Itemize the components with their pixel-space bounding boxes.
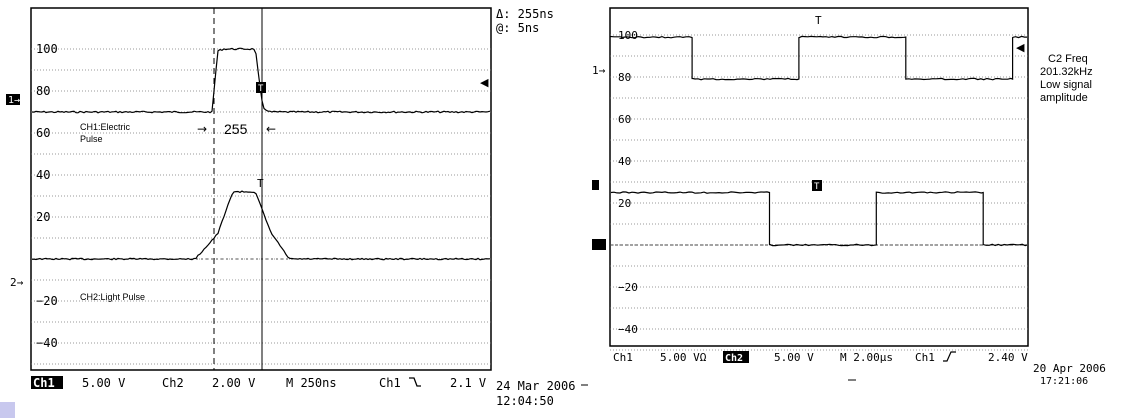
left-trigger-marker-box: [256, 82, 266, 93]
left-y-tick-label: 60: [36, 126, 50, 140]
right-ch2-marker: [592, 180, 599, 190]
left-ch1-badge-box: [31, 376, 63, 389]
right-y-tick-label: −20: [618, 281, 638, 294]
left-scope: 100 80 60 40 20 −20 −40 1→ 2→ T T ◀ CH1:Electr…: [0, 7, 588, 418]
right-ch1-trigger-marker: T: [815, 14, 822, 27]
right-trigger-level: 2.40 V: [988, 351, 1028, 364]
rising-edge-icon: [943, 351, 956, 362]
left-ch1-label-line2: Pulse: [80, 134, 103, 144]
left-timebase: M 250ns: [286, 376, 337, 390]
left-ch2-label: CH2:Light Pulse: [80, 292, 145, 302]
left-ch2-trace: [31, 190, 491, 261]
left-y-tick-label: 80: [36, 84, 50, 98]
right-freq-title: C2 Freq: [1048, 53, 1088, 65]
right-date: 20 Apr 2006: [1033, 362, 1106, 375]
right-y-tick-label: −40: [618, 323, 638, 336]
right-trigger-source: Ch1: [915, 351, 935, 364]
left-y-tick-label: 100: [36, 42, 58, 56]
right-y-tick-labels: 60 40 20 −20 −40 100 80: [618, 29, 638, 336]
right-time: 17:21:06: [1040, 376, 1088, 387]
right-timebase: M 2.00µs: [840, 351, 893, 364]
left-ch1-marker: 1→: [8, 95, 20, 106]
left-y-tick-label: 40: [36, 168, 50, 182]
right-ch1-marker: 1→: [592, 64, 606, 77]
right-scope: 60 40 20 −20 −40 100 80 1→ T T ◀ C2 Freq 201.3…: [592, 7, 1106, 387]
left-trigger-level: 2.1 V: [450, 376, 486, 390]
right-gridlines: [610, 34, 1028, 351]
right-y-tick-label: 100: [618, 29, 638, 42]
right-ch2-trigger-marker-box: [812, 180, 822, 191]
left-trigger-source: Ch1: [379, 376, 401, 390]
right-y-tick-label: 20: [618, 197, 631, 210]
left-trigger-level-arrow: ◀: [480, 76, 489, 89]
left-trigger-marker: T: [258, 84, 264, 94]
right-ch2-trigger-marker: T: [814, 182, 820, 192]
left-ch1-marker-box: [6, 94, 20, 105]
right-ch2-trace: [610, 191, 1028, 247]
left-date: 24 Mar 2006: [496, 379, 575, 393]
left-width-arrow-left: →: [197, 122, 207, 136]
right-ch1-label: Ch1: [613, 351, 633, 364]
left-ch2-trigger-marker: T: [257, 177, 264, 190]
left-plot-frame: [30, 7, 492, 371]
right-low-signal: Low signal: [1040, 79, 1092, 91]
left-ch2-label-status: Ch2: [162, 376, 184, 390]
right-ch2-badge-box: [723, 351, 749, 363]
right-ch1-scale: 5.00 VΩ: [660, 351, 707, 364]
left-ch1-label-line1: CH1:Electric: [80, 122, 131, 132]
left-y-tick-labels: 100 80 60 40 20 −20 −40: [36, 42, 58, 350]
falling-edge-icon: [409, 377, 421, 387]
right-ch2-scale: 5.00 V: [774, 351, 814, 364]
left-ch1-scale: 5.00 V: [82, 376, 125, 390]
right-ch1-trace: [610, 35, 1027, 81]
right-plot-frame: [609, 7, 1029, 347]
left-ch1-badge: Ch1: [33, 376, 55, 390]
left-width-arrow-right: ←: [266, 122, 276, 136]
left-time: 12:04:50: [496, 394, 554, 408]
right-ch2-badge: Ch2: [725, 353, 743, 364]
left-y-tick-label: −40: [36, 336, 58, 350]
right-y-tick-label: 80: [618, 71, 631, 84]
right-freq-value: 201.32kHz: [1040, 66, 1093, 78]
left-y-tick-label: 20: [36, 210, 50, 224]
left-at-readout: @: 5ns: [496, 21, 539, 35]
left-ch2-marker: 2→: [10, 276, 24, 289]
right-ground-marker: [592, 239, 606, 250]
right-amplitude: amplitude: [1040, 92, 1088, 104]
left-width-value: 255: [224, 121, 248, 137]
slide-corner-accent: [0, 402, 15, 418]
left-ch1-trace: [31, 47, 491, 114]
left-delta-readout: Δ: 255ns: [496, 7, 554, 21]
left-ch2-scale: 2.00 V: [212, 376, 255, 390]
left-y-tick-label: −20: [36, 294, 58, 308]
right-y-tick-label: 40: [618, 155, 631, 168]
right-y-tick-label: 60: [618, 113, 631, 126]
right-trigger-level-arrow: ◀: [1016, 41, 1025, 54]
